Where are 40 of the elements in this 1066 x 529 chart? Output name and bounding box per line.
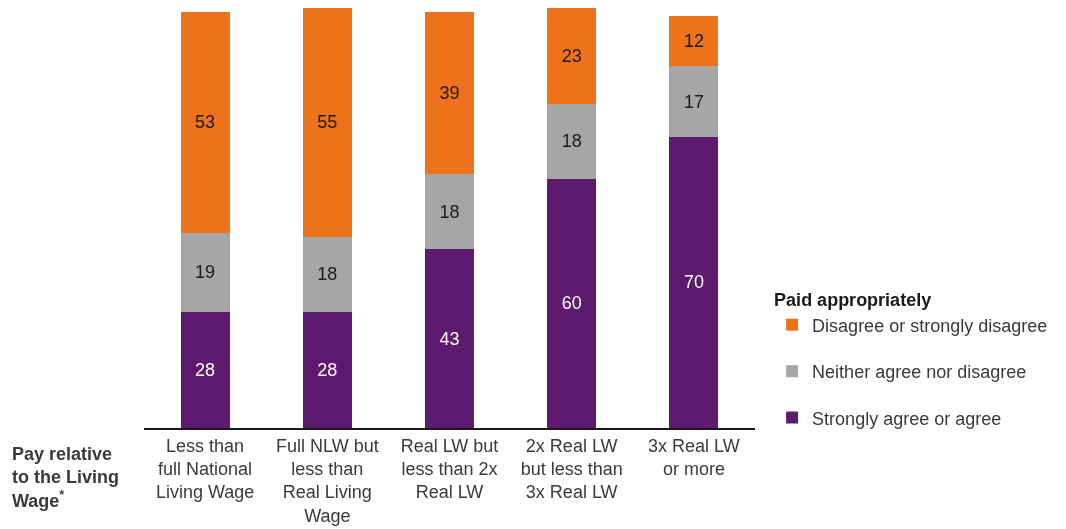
legend-label: Disagree or strongly disagree [812, 315, 1048, 336]
data-label: 39 [439, 83, 460, 104]
bar [425, 249, 474, 428]
x-tick-label: Less than full National Living Wage [155, 435, 255, 503]
bar [180, 12, 230, 233]
data-label: 12 [683, 31, 704, 52]
x-tick-label: Real LW but less than 2x Real LW [400, 435, 499, 503]
data-label: 23 [561, 45, 582, 66]
data-label: 18 [317, 264, 338, 285]
bar [669, 66, 719, 137]
data-label: 70 [683, 272, 704, 293]
bar [302, 311, 352, 428]
data-label: 28 [195, 359, 216, 380]
x-tick-label: 2x Real LW but less than 3x Real LW [520, 435, 623, 503]
data-label: 19 [195, 262, 216, 283]
bar [302, 8, 352, 237]
data-label: 18 [561, 131, 582, 152]
bar [669, 16, 719, 67]
legend-label: Neither agree nor disagree [812, 362, 1027, 383]
data-label: 53 [195, 112, 216, 133]
legend-title: Paid appropriately [774, 290, 932, 311]
bar [547, 8, 597, 104]
bar [425, 174, 474, 250]
bar [180, 311, 230, 428]
data-label: 60 [561, 293, 582, 314]
bar [425, 12, 474, 175]
bar [669, 136, 719, 428]
bar [180, 232, 230, 312]
legend-label: Strongly agree or agree [812, 408, 1002, 429]
x-tick-label: Full NLW but less than Real Living Wage [275, 435, 379, 526]
x-axis-title: Pay relative to the Living Wage$^{*}$ [12, 444, 119, 511]
data-label: 55 [317, 112, 338, 133]
bar [302, 236, 352, 312]
bar [547, 103, 597, 179]
data-label: 43 [439, 328, 460, 349]
bar [547, 178, 597, 428]
data-label: 18 [439, 201, 460, 222]
data-label: 17 [683, 91, 704, 112]
x-tick-label: 3x Real LW or more [648, 435, 740, 479]
data-label: 28 [317, 359, 338, 380]
